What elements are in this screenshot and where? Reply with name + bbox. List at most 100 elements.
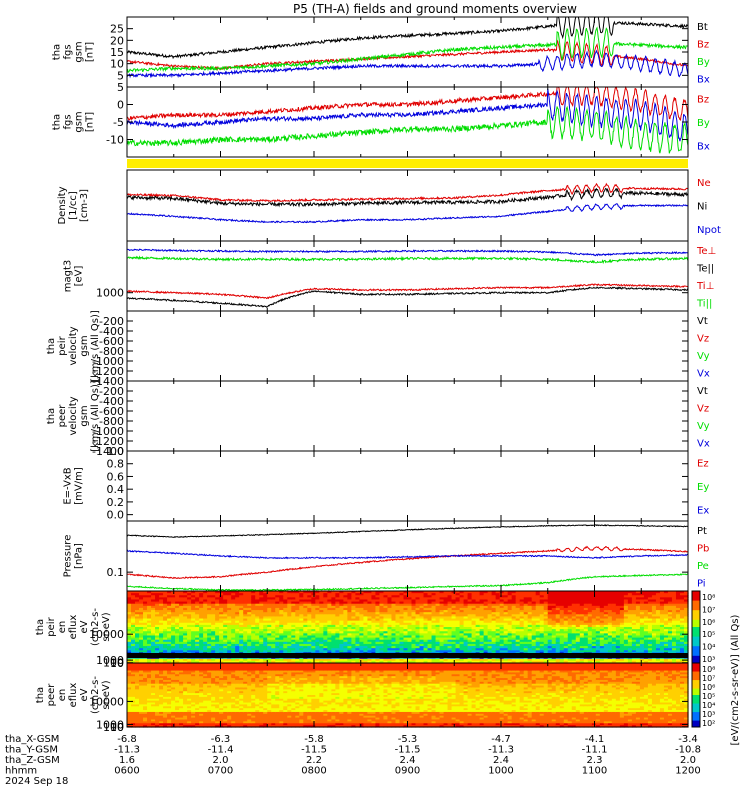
y-axis-label-line: Pressure xyxy=(63,535,74,578)
y-axis-label-line: [1/cc] xyxy=(68,191,79,220)
y-tick-label: -5 xyxy=(113,116,124,129)
y-axis-label-line: Density xyxy=(57,186,68,224)
legend-entry: Vz xyxy=(697,333,709,344)
y-axis-label-line: gsm xyxy=(74,41,85,62)
legend-entry: Ez xyxy=(697,459,709,470)
y-tick-label: 0.6 xyxy=(107,470,125,483)
legend-entry: Pb xyxy=(697,543,709,554)
panel-frame xyxy=(127,381,688,451)
legend-entry: Vx xyxy=(697,368,710,379)
legend-entry: Bx xyxy=(697,141,710,152)
y-tick-label: 0.8 xyxy=(107,458,125,471)
y-tick-label: 10 xyxy=(110,58,124,71)
y-tick-label: -10 xyxy=(106,134,124,147)
plot-title: P5 (TH-A) fields and ground moments over… xyxy=(293,2,577,16)
legend-entry: Ey xyxy=(697,482,709,493)
legend-entry: Vt xyxy=(697,386,708,397)
legend-entry: Te|| xyxy=(696,263,714,274)
y-tick-label: 25 xyxy=(110,23,124,36)
legend-entry: Vx xyxy=(697,438,710,449)
y-axis-label-line: velocity xyxy=(68,326,79,365)
y-axis-label-line: fgs xyxy=(63,44,74,59)
y-tick-label: 1.0 xyxy=(107,445,125,458)
y-axis-label-line: [km/s (All Qs)] xyxy=(90,310,101,382)
y-tick-label: 0 xyxy=(117,99,124,112)
legend-entry: By xyxy=(697,118,710,129)
panel-efield: 0.00.20.40.60.81.0 E=-VxB[mV/m] Ez Ey Ex xyxy=(63,445,710,522)
y-tick-label: 5 xyxy=(117,81,124,94)
y-axis-label-line: velocity xyxy=(68,396,79,435)
y-axis-label: Pressure[nPa] xyxy=(63,535,85,578)
y-axis-label-line: gsm xyxy=(79,405,90,426)
y-tick-label: 0.4 xyxy=(107,483,125,496)
series-line-Ti xyxy=(127,249,688,256)
panel-frame xyxy=(127,311,688,381)
legend-entry: Ex xyxy=(697,505,709,516)
legend-entry: Bt xyxy=(697,22,708,33)
y-tick-label: 0.1 xyxy=(107,566,125,579)
y-axis-label-line: tha xyxy=(46,408,57,424)
y-axis-label-line: gsm xyxy=(79,335,90,356)
legend-entry: Vy xyxy=(697,351,710,362)
y-axis-label: Density[1/cc][cm-3] xyxy=(57,186,90,224)
y-axis-label-line: [nT] xyxy=(85,112,96,132)
legend-entry: Vt xyxy=(697,316,708,327)
series-line-Te xyxy=(127,284,688,298)
y-axis-label-line: peer xyxy=(57,404,68,428)
y-axis-label-line: tha xyxy=(46,338,57,354)
y-axis-label-line: [nT] xyxy=(85,42,96,62)
y-axis-label-line: gsm xyxy=(74,111,85,132)
y-tick-label: 15 xyxy=(110,46,124,59)
y-tick-label: 0.0 xyxy=(107,509,125,522)
panel-pressure: 0.1 Pressure[nPa] Pt Pb Pe Pi xyxy=(63,521,710,591)
y-axis-label-line: tha xyxy=(52,44,63,60)
y-axis-label-line: tha xyxy=(52,114,63,130)
spectrogram-peir_spec xyxy=(127,591,689,664)
legend-entry: Npot xyxy=(697,225,721,236)
legend-entry: Vy xyxy=(697,421,710,432)
legend-entry: Pt xyxy=(697,526,707,537)
legend-entry: Bz xyxy=(697,95,709,106)
y-axis-label-line: [nPa] xyxy=(74,543,85,569)
legend-entry: By xyxy=(697,57,710,68)
panel-density: Density[1/cc][cm-3] Ne Ni Npot xyxy=(57,170,721,241)
legend-entry: Ni xyxy=(697,202,707,213)
legend-entry: Pe xyxy=(697,561,709,572)
series-line-Tipar| xyxy=(127,257,688,263)
series-line-Npot xyxy=(127,204,688,223)
y-axis-label-line: fgs xyxy=(63,114,74,129)
series-line-Ni xyxy=(127,189,688,206)
y-axis-label: magt3[eV] xyxy=(63,260,85,293)
legend-entry: Pi xyxy=(697,578,706,589)
y-tick-label: 0.2 xyxy=(107,496,125,509)
legend-entry: Bz xyxy=(697,39,709,50)
legend-entry: Te⊥ xyxy=(696,246,716,257)
y-axis-label-line: E=-VxB xyxy=(63,467,74,504)
legend-entry: Ne xyxy=(697,178,711,189)
y-tick-label: 1000 xyxy=(96,287,124,300)
legend-entry: Vz xyxy=(697,403,709,414)
legend-entry: Ti⊥ xyxy=(696,281,714,292)
legend-entry: Bx xyxy=(697,74,710,85)
y-axis-label-line: [cm-3] xyxy=(79,189,90,222)
y-axis-label-line: [km/s (All Qs)] xyxy=(90,380,101,452)
y-axis-label: E=-VxB[mV/m] xyxy=(63,467,85,505)
panel-frame xyxy=(127,17,688,87)
y-tick-label: 20 xyxy=(110,34,124,47)
y-axis-label-line: peir xyxy=(57,335,68,355)
y-axis-label-line: [eV] xyxy=(74,266,85,287)
panel-frame xyxy=(127,451,688,521)
series-line-Bt xyxy=(127,17,688,58)
y-axis-label-line: [mV/m] xyxy=(74,467,85,505)
